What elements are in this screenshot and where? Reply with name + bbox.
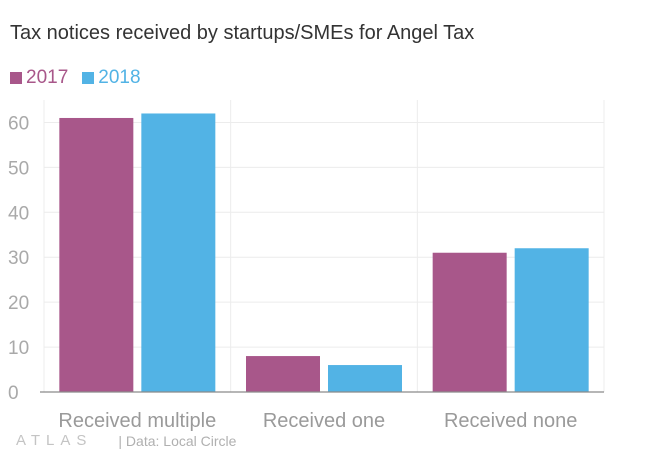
bar-2018-received-none	[514, 248, 589, 392]
y-tick-label-10: 10	[8, 338, 29, 359]
bar-2017-received-none	[432, 252, 507, 392]
y-tick-label-60: 60	[8, 113, 29, 134]
legend-swatch-2017	[10, 72, 22, 84]
y-tick-label-50: 50	[8, 158, 29, 179]
legend-label-2017: 2017	[26, 67, 69, 88]
legend-item-2017: 2017	[10, 67, 68, 89]
data-source: | Data: Local Circle	[118, 432, 237, 449]
atlas-logo: ATLAS	[16, 432, 93, 449]
legend-swatch-2018	[82, 72, 95, 84]
chart-title: Tax notices received by startups/SMEs fo…	[10, 22, 475, 44]
legend-item-2018: 2018	[82, 67, 141, 89]
footer: ATLAS | Data: Local Circle	[16, 432, 236, 449]
legend-label-2018: 2018	[98, 67, 141, 88]
bar-2017-received-one	[246, 356, 320, 392]
bar-2017-received-multiple	[59, 117, 134, 392]
bar-2018-received-one	[328, 365, 402, 392]
y-tick-label-30: 30	[8, 248, 29, 269]
x-tick-label-received-one: Received one	[263, 410, 385, 432]
y-tick-label-40: 40	[8, 203, 29, 224]
legend: 2017 2018	[10, 67, 141, 89]
x-tick-label-received-none: Received none	[444, 410, 577, 432]
y-tick-label-20: 20	[8, 293, 29, 314]
bar-2018-received-multiple	[141, 113, 216, 392]
x-tick-label-received-multiple: Received multiple	[58, 410, 216, 432]
y-tick-label-0: 0	[8, 383, 19, 404]
